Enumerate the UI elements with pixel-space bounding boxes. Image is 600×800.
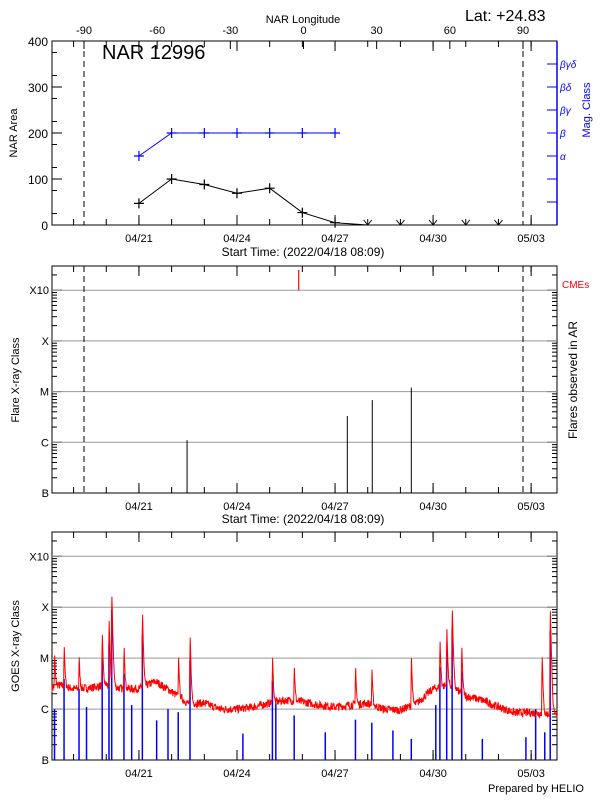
area-point: [330, 217, 341, 228]
x-tick-label: 04/27: [321, 501, 349, 513]
panel-2-frame: [51, 265, 558, 494]
longitude-tick-label: -60: [149, 25, 165, 37]
longitude-tick-label: 30: [371, 25, 383, 37]
area-tick-label: 400: [28, 35, 48, 49]
mag-class-point-α: [133, 151, 144, 161]
y-tick-label: C: [41, 437, 49, 449]
area-point: [264, 183, 275, 194]
x-tick-label: 04/24: [223, 768, 251, 780]
area-point: [199, 179, 210, 190]
area-axis-title: NAR Area: [8, 108, 20, 158]
not-observed-marker: [494, 219, 503, 226]
x-tick-label: 04/30: [419, 501, 447, 513]
not-observed-marker: [363, 219, 373, 226]
prepared-by-label: Prepared by HELIO: [488, 783, 584, 795]
area-point: [166, 174, 177, 184]
area-tick-label: 300: [28, 81, 48, 95]
mag-class-tick-label: βδ: [559, 83, 572, 94]
y-tick-label: B: [42, 755, 49, 767]
mag-class-tick-label: α: [560, 152, 566, 163]
mag-class-tick-label: β: [559, 129, 566, 140]
x-tick-label: 05/03: [517, 768, 545, 780]
mag-class-tick-label: βγ: [559, 106, 572, 117]
area-tick-label: 0: [41, 219, 48, 233]
x-tick-label: 05/03: [517, 233, 545, 245]
area-line: [138, 178, 368, 226]
mag-class-point-β: [166, 128, 177, 138]
mag-class-axis-title: Mag. Class: [581, 82, 593, 138]
cme-label: CMEs: [562, 280, 589, 291]
flare-class-axis-title: Flare X-ray Class: [10, 337, 22, 422]
x-tick-label: 04/30: [419, 768, 447, 780]
lat-label: Lat: +24.83: [465, 8, 546, 25]
y-tick-label: X10: [29, 551, 49, 563]
x-tick-label: 04/21: [125, 768, 153, 780]
x-tick-label: 05/03: [517, 501, 545, 513]
mag-class-point-β: [330, 128, 341, 138]
panel2-x-axis-title: Start Time: (2022/04/18 08:09): [222, 512, 385, 526]
mag-class-point-β: [297, 128, 308, 138]
x-tick-label: 04/27: [321, 768, 349, 780]
flares-observed-axis-title: Flares observed in AR: [566, 321, 580, 439]
panel1-x-axis-title: Start Time: (2022/04/18 08:09): [222, 245, 385, 259]
area-point: [297, 207, 308, 218]
x-tick-label: 04/24: [223, 233, 251, 245]
y-tick-label: M: [40, 653, 49, 665]
goes-long-line: [51, 596, 558, 719]
area-tick-label: 200: [28, 127, 48, 141]
panel-3-frame: [51, 531, 558, 761]
top-x-axis-title: NAR Longitude: [266, 14, 341, 26]
not-observed-marker: [396, 219, 405, 226]
mag-class-point-β: [199, 128, 210, 138]
not-observed-marker: [461, 219, 471, 226]
y-tick-label: X: [42, 602, 50, 614]
x-tick-label: 04/21: [125, 233, 153, 245]
mag-class-tick-label: βγδ: [559, 60, 577, 71]
not-observed-marker: [428, 219, 438, 226]
y-tick-label: M: [40, 387, 49, 399]
area-tick-label: 100: [28, 173, 48, 187]
mag-class-point-β: [231, 128, 242, 138]
longitude-tick-label: -90: [76, 25, 92, 37]
area-point: [133, 198, 144, 209]
longitude-tick-label: 0: [300, 25, 306, 37]
y-tick-label: X10: [29, 285, 49, 297]
goes-class-axis-title: GOES X-ray Class: [10, 600, 22, 692]
y-tick-label: X: [42, 336, 50, 348]
x-tick-label: 04/21: [125, 501, 153, 513]
longitude-tick-label: 90: [517, 25, 529, 37]
longitude-tick-label: -30: [222, 25, 238, 37]
area-point: [231, 188, 242, 199]
x-tick-label: 04/24: [223, 501, 251, 513]
y-tick-label: C: [41, 704, 49, 716]
longitude-tick-label: 60: [444, 25, 456, 37]
x-tick-label: 04/27: [321, 233, 349, 245]
region-title: NAR 12996: [102, 42, 205, 64]
x-tick-label: 04/30: [419, 233, 447, 245]
mag-class-point-β: [264, 128, 275, 138]
y-tick-label: B: [42, 488, 49, 500]
